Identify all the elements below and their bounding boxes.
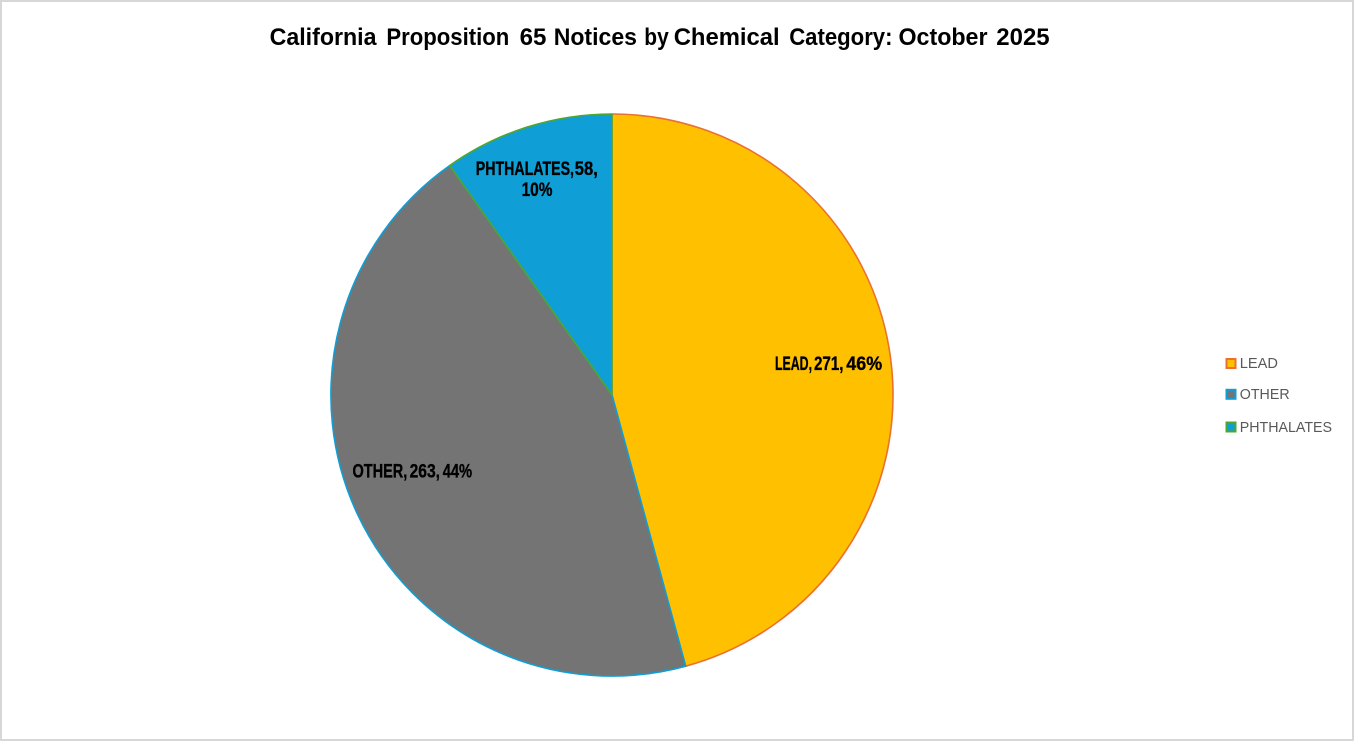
svg-text:OTHER,: OTHER, (353, 462, 408, 483)
svg-text:LEAD,: LEAD, (775, 354, 812, 375)
svg-text:Notices: Notices (554, 24, 637, 51)
svg-text:Proposition: Proposition (386, 24, 509, 51)
svg-text:Category:: Category: (789, 24, 892, 51)
svg-text:California: California (270, 24, 378, 51)
svg-text:44%: 44% (443, 462, 472, 483)
svg-text:October: October (899, 24, 988, 51)
svg-text:46%: 46% (846, 354, 882, 375)
svg-text:PHTHALATES,: PHTHALATES, (476, 159, 574, 180)
svg-text:271,: 271, (814, 354, 844, 375)
svg-text:10%: 10% (522, 180, 553, 201)
svg-text:Chemical: Chemical (674, 24, 780, 51)
svg-text:by: by (644, 24, 669, 51)
svg-text:65: 65 (520, 24, 547, 51)
svg-text:2025: 2025 (996, 24, 1049, 51)
svg-text:LEAD: LEAD (1240, 356, 1278, 372)
svg-text:263,: 263, (410, 462, 440, 483)
svg-text:OTHER: OTHER (1240, 387, 1290, 403)
svg-text:PHTHALATES: PHTHALATES (1240, 420, 1332, 436)
svg-text:58,: 58, (575, 159, 598, 180)
